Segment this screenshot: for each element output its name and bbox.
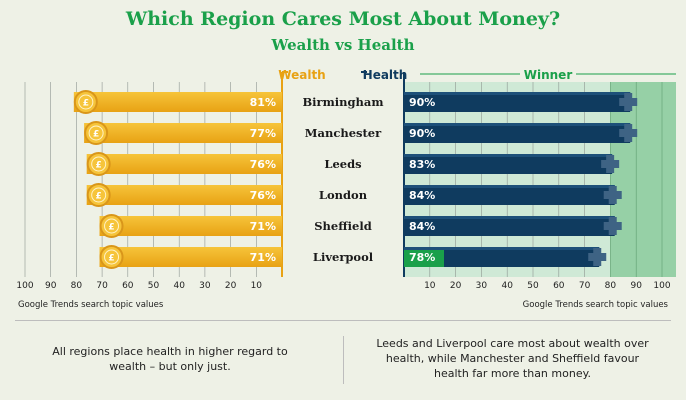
cross-icon-horizontal xyxy=(603,191,622,199)
left-axis-tick: 100 xyxy=(16,281,33,291)
chart-canvas: Wealth Health Winner £ 81% Birmingham 90% £ 77% M… xyxy=(16,68,676,310)
legend-health: Health xyxy=(363,68,408,82)
left-axis-tick: 50 xyxy=(148,281,160,291)
note-left: All regions place health in higher regar… xyxy=(52,345,288,373)
right-axis-tick: 80 xyxy=(605,281,617,291)
right-axis-tick: 100 xyxy=(653,281,670,291)
health-bar-highlight xyxy=(404,185,615,188)
coin-icon-ring xyxy=(91,156,107,172)
right-axis-tick: 20 xyxy=(450,281,462,291)
cross-icon-horizontal xyxy=(603,222,622,230)
health-bar-highlight xyxy=(404,92,631,95)
health-bar xyxy=(404,185,615,205)
wealth-bar xyxy=(86,154,283,174)
health-value-label: 78% xyxy=(409,251,435,264)
left-axis-label: Google Trends search topic values xyxy=(18,300,164,310)
right-axis-tick: 70 xyxy=(579,281,591,291)
right-axis-tick: 40 xyxy=(501,281,513,291)
footer-divider xyxy=(15,320,671,321)
wealth-bar xyxy=(99,216,282,236)
right-axis-tick: 30 xyxy=(476,281,488,291)
wealth-bar xyxy=(73,92,282,112)
cross-icon-horizontal xyxy=(601,160,620,168)
health-bar xyxy=(404,92,631,112)
winner-panel-highlight xyxy=(610,82,676,277)
notes-divider xyxy=(343,336,344,384)
coin-icon-symbol: £ xyxy=(93,130,99,140)
wealth-value-label: 81% xyxy=(250,96,276,109)
coin-icon-ring xyxy=(104,249,120,265)
health-bar-highlight xyxy=(404,123,631,126)
cross-icon-horizontal xyxy=(588,253,607,261)
coin-icon xyxy=(99,214,124,238)
legend-wealth: Wealth xyxy=(278,68,325,82)
health-bar-highlight xyxy=(404,247,600,250)
wealth-value-label: 71% xyxy=(250,251,276,264)
left-axis-tick: 20 xyxy=(225,281,237,291)
coin-icon-symbol: £ xyxy=(96,192,102,202)
coin-icon xyxy=(73,90,98,114)
left-axis-tick: 60 xyxy=(122,281,134,291)
wealth-bar xyxy=(84,123,282,143)
wealth-value-label: 71% xyxy=(250,220,276,233)
health-bar xyxy=(444,247,600,267)
left-axis-tick: 30 xyxy=(199,281,211,291)
wealth-bar xyxy=(99,247,282,267)
wealth-value-label: 76% xyxy=(250,158,276,171)
right-axis-tick: 10 xyxy=(424,281,436,291)
region-label: Manchester xyxy=(305,126,382,140)
health-value-label: 90% xyxy=(409,127,435,140)
coin-icon-ring xyxy=(88,125,104,141)
coin-icon-ring xyxy=(104,218,120,234)
region-label: Liverpool xyxy=(313,250,374,264)
coin-icon xyxy=(86,152,111,176)
wealth-value-label: 77% xyxy=(250,127,276,140)
health-value-label: 84% xyxy=(409,220,435,233)
health-bar xyxy=(404,154,613,174)
left-axis-tick: 40 xyxy=(173,281,185,291)
health-value-label: 84% xyxy=(409,189,435,202)
chart-subtitle: Wealth vs Health xyxy=(271,36,415,54)
region-label: London xyxy=(319,188,368,202)
health-bar xyxy=(404,216,615,236)
coin-icon xyxy=(99,245,124,269)
coin-icon-symbol: £ xyxy=(83,99,89,109)
right-axis-tick: 50 xyxy=(527,281,539,291)
wealth-value-label: 76% xyxy=(250,189,276,202)
wealth-bar xyxy=(86,185,283,205)
health-bar-highlight xyxy=(404,216,615,219)
coin-icon xyxy=(86,183,111,207)
coin-icon-symbol: £ xyxy=(96,161,102,171)
right-axis-tick: 90 xyxy=(630,281,642,291)
coin-icon xyxy=(84,121,109,145)
health-value-label: 83% xyxy=(409,158,435,171)
cross-icon-horizontal xyxy=(619,129,638,137)
right-axis-tick: 60 xyxy=(553,281,565,291)
region-label: Leeds xyxy=(324,157,361,171)
left-axis-tick: 70 xyxy=(96,281,108,291)
left-axis-tick: 10 xyxy=(251,281,263,291)
health-value-label: 90% xyxy=(409,96,435,109)
coin-icon-ring xyxy=(78,94,94,110)
region-label: Sheffield xyxy=(314,219,372,233)
note-right: Leeds and Liverpool care most about weal… xyxy=(376,337,649,380)
health-bar xyxy=(404,123,631,143)
left-axis-tick: 80 xyxy=(71,281,83,291)
region-label: Birmingham xyxy=(302,95,383,109)
right-axis-label: Google Trends search topic values xyxy=(523,300,669,310)
chart-title: Which Region Cares Most About Money? xyxy=(125,8,561,30)
health-bar-highlight xyxy=(404,154,613,157)
coin-icon-symbol: £ xyxy=(108,223,114,233)
left-axis-tick: 90 xyxy=(45,281,57,291)
cross-icon-horizontal xyxy=(619,98,638,106)
coin-icon-ring xyxy=(91,187,107,203)
coin-icon-symbol: £ xyxy=(108,254,114,264)
legend-winner: Winner xyxy=(524,68,573,82)
